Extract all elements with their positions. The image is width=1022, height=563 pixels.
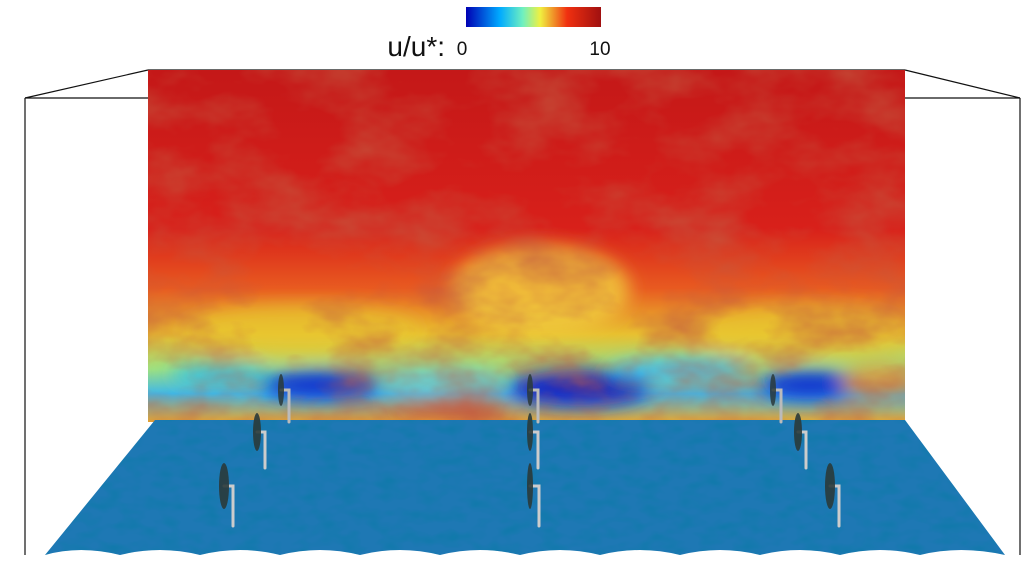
visualization: u/u*: 0 10 xyxy=(0,0,1022,563)
colorbar-min: 0 xyxy=(457,39,468,60)
colorbar-label: u/u*: xyxy=(387,31,445,62)
sea-surface xyxy=(40,415,1010,560)
colorbar-max: 10 xyxy=(589,39,610,60)
velocity-field xyxy=(148,70,920,422)
colorbar xyxy=(466,7,601,27)
